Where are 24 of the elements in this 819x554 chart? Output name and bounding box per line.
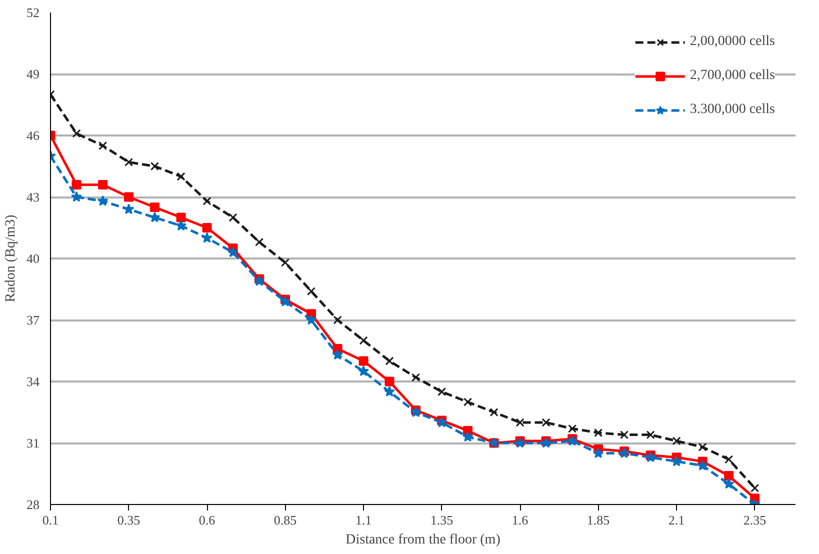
x-tick-label: 0.6	[198, 512, 216, 528]
y-axis-title: Radon (Bq/m3)	[4, 214, 18, 302]
y-tick-label: 43	[26, 190, 40, 204]
x-tick-label: 1.1	[355, 512, 372, 528]
x-tick-label: 2.35	[743, 512, 766, 528]
x-tick-label: 0.35	[117, 512, 140, 528]
y-tick-label: 37	[26, 312, 40, 328]
legend-label: 3.300,000 cells	[690, 102, 775, 118]
x-tick-label: 2.1	[668, 512, 685, 528]
y-tick-label: 49	[26, 66, 40, 82]
y-tick-label: 52	[26, 5, 40, 20]
x-tick-label: 1.35	[430, 512, 454, 528]
y-tick-label: 28	[26, 497, 40, 512]
x-tick-label: 0.85	[274, 512, 297, 528]
y-tick-label: 46	[26, 128, 40, 143]
x-tick-label: 1.85	[586, 512, 610, 528]
x-tick-label: 0.1	[42, 512, 59, 528]
x-tick-label: 1.6	[512, 512, 529, 528]
legend-label: 2,700,000 cells	[690, 68, 775, 84]
legend-label: 2,00,0000 cells	[690, 34, 775, 50]
y-tick-label: 40	[26, 251, 40, 266]
y-tick-label: 31	[26, 436, 40, 450]
y-tick-label: 34	[26, 374, 40, 389]
x-axis-title: Distance from the floor (m)	[346, 532, 501, 548]
